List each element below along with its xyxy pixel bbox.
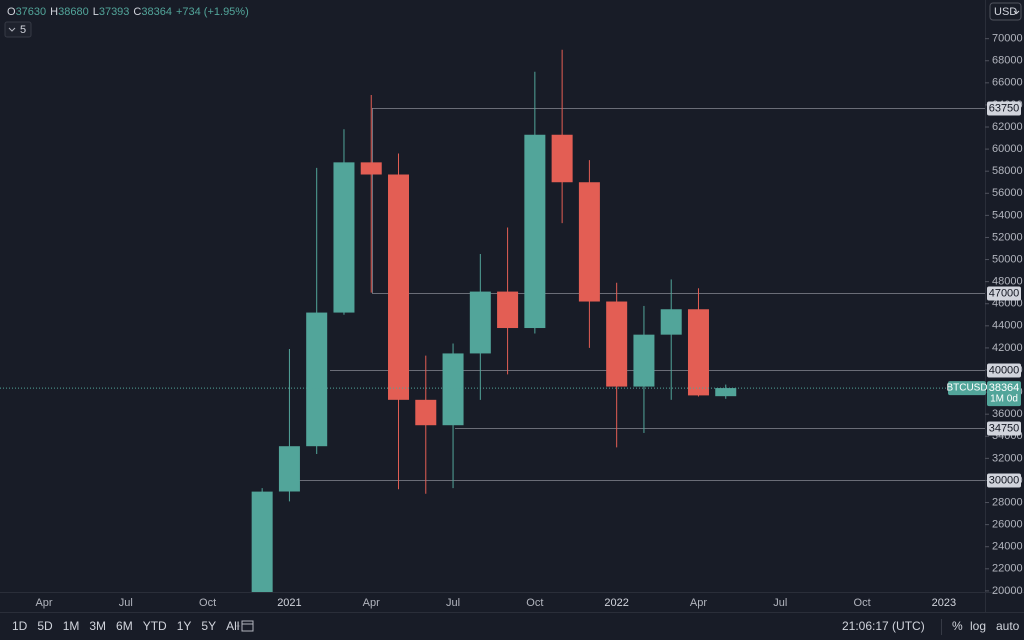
ohlc-letter: L [93,6,99,18]
y-tick-label: 50000 [992,253,1023,265]
indicators-toggle[interactable] [4,21,32,38]
level-label-box [987,363,1021,378]
range-button[interactable]: 1Y [177,619,192,633]
range-button[interactable]: 5Y [201,619,216,633]
y-tick-label: 48000 [992,276,1023,288]
ohlc-letter: C [133,6,141,18]
y-tick-label: 42000 [992,342,1023,354]
x-tick-label: Jul [446,597,460,609]
range-button[interactable]: 6M [116,619,133,633]
clock: 21:06:17 (UTC) [842,619,925,633]
level-label-box [987,101,1021,116]
y-tick-label: 46000 [992,298,1023,310]
y-tick-label: 56000 [992,187,1023,199]
candle-body [606,301,628,387]
y-tick-label: 54000 [992,209,1023,221]
y-tick-label: 36000 [992,408,1023,420]
x-tick-label: 2022 [604,597,628,609]
level-label: 34750 [989,422,1020,434]
y-tick-label: 22000 [992,563,1023,575]
y-tick-label: 66000 [992,77,1023,89]
candle-body [469,291,491,354]
y-tick-label: 20000 [992,585,1023,597]
plot-area [0,49,985,592]
x-tick-label: Apr [363,597,380,609]
candle-body [415,399,437,426]
level-label: 30000 [989,474,1020,486]
range-button[interactable]: 3M [89,619,106,633]
candle-body [524,134,546,329]
price-label: 38364 [989,382,1020,394]
x-tick-label: 2023 [932,597,956,609]
range-button[interactable]: YTD [143,619,167,633]
x-tick-label: Jul [119,597,133,609]
symbol-box [948,381,986,396]
x-tick-label: Jul [773,597,787,609]
candle-body [306,312,328,447]
chevron [8,27,16,32]
candle-body [360,162,382,175]
candle-body [687,309,709,396]
level-label-box [987,473,1021,488]
axis-option[interactable]: log [970,619,986,633]
candle-body [251,491,273,592]
interval-label: 1M 0d [990,394,1018,405]
candle-body [633,334,655,387]
y-tick-label: 32000 [992,452,1023,464]
ohlc-value: 38680 [58,6,89,18]
currency[interactable]: USD [994,6,1017,18]
indicator-count[interactable]: 5 [20,24,26,36]
y-tick-label: 26000 [992,519,1023,531]
axis-option[interactable]: % [952,619,963,633]
ohlc-value: 37630 [16,6,47,18]
candle-body [333,162,355,313]
y-tick-label: 62000 [992,121,1023,133]
y-tick-label: 52000 [992,231,1023,243]
level-label-box [987,286,1021,301]
currency-button[interactable] [989,2,1022,21]
change: +734 (+1.95%) [176,6,249,18]
candle-body [715,388,737,397]
y-tick-label: 68000 [992,55,1023,67]
level-label-box [987,421,1021,436]
y-tick-label: 70000 [992,33,1023,45]
candle-body [551,134,573,183]
x-tick-label: Oct [854,597,871,609]
ohlc-letter: O [7,6,16,18]
candle-body [578,182,600,302]
candle-body [660,309,682,335]
axis-option[interactable]: auto [996,619,1020,633]
range-button[interactable]: 1M [63,619,80,633]
y-tick-label: 44000 [992,320,1023,332]
ohlc-letter: H [50,6,58,18]
y-tick-label: 58000 [992,165,1023,177]
y-tick-label: 60000 [992,143,1023,155]
level-label: 63750 [989,102,1020,114]
y-tick-label: 24000 [992,541,1023,553]
x-tick-label: Apr [690,597,707,609]
x-tick-label: Apr [35,597,52,609]
candle-body [497,291,519,329]
x-tick-label: Oct [526,597,543,609]
range-button[interactable]: 1D [12,619,28,633]
range-button[interactable]: All [226,619,239,633]
price-box [987,381,1021,407]
ohlc-value: 37393 [99,6,130,18]
x-tick-label: Oct [199,597,216,609]
currency-chevron [1013,10,1020,15]
x-tick-label: 2021 [277,597,301,609]
candle-body [442,353,464,426]
ohlc-value: 38364 [141,6,172,18]
date-range-icon[interactable] [236,620,254,632]
y-tick-label: 28000 [992,496,1023,508]
candle-body [278,446,300,492]
level-label: 47000 [989,287,1020,299]
level-label: 40000 [989,364,1020,376]
candle-body [388,174,410,400]
range-button[interactable]: 5D [37,619,53,633]
symbol-label: BTCUSD [946,383,987,394]
